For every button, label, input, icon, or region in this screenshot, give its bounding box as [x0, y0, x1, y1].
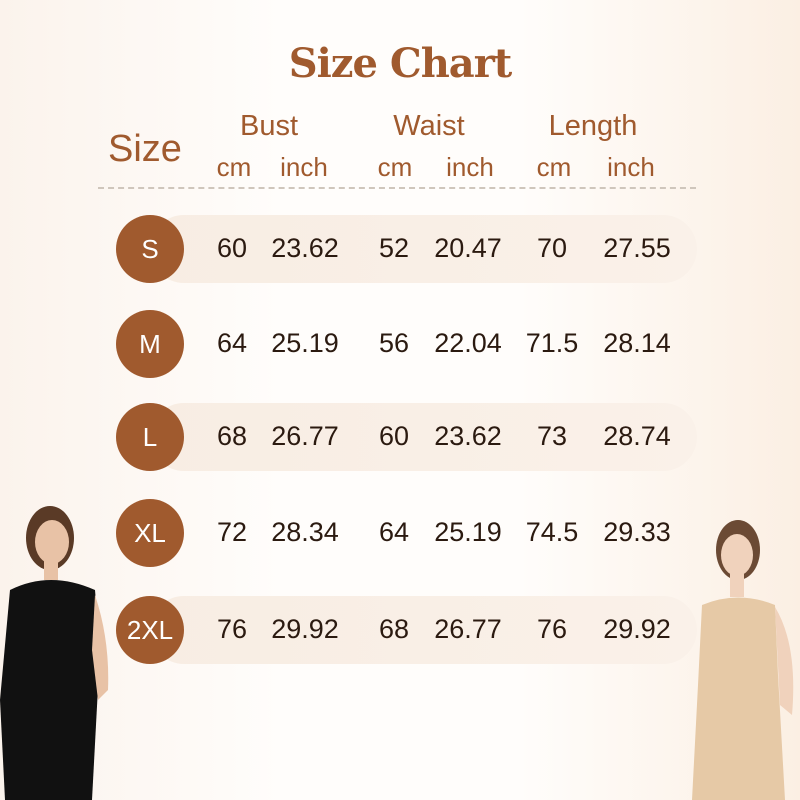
measurement-cell: 28.74 [603, 421, 671, 451]
measurement-cell: 25.19 [271, 328, 339, 358]
row-highlight [150, 403, 697, 471]
measurement-cell: 27.55 [603, 233, 671, 263]
measurement-cell: 28.14 [603, 328, 671, 358]
measurement-cell: 29.33 [603, 517, 671, 547]
row-highlight [150, 596, 697, 664]
measurement-cell: 76 [536, 614, 568, 644]
measurement-cell: 29.92 [603, 614, 671, 644]
header-divider [98, 187, 696, 189]
row-highlight [150, 215, 697, 283]
measurement-cell: 23.62 [271, 233, 339, 263]
page-title: Size Chart [288, 40, 513, 87]
size-badge: M [116, 310, 184, 378]
measurement-cell: 76 [216, 614, 248, 644]
measurement-cell: 28.34 [271, 517, 339, 547]
measurement-cell: 70 [536, 233, 568, 263]
measurement-cell: 64 [216, 328, 248, 358]
size-badge: 2XL [116, 596, 184, 664]
size-badge: XL [116, 499, 184, 567]
unit-header: inch [446, 152, 494, 182]
unit-header: cm [377, 152, 413, 182]
measurement-cell: 60 [378, 421, 410, 451]
measurement-cell: 25.19 [434, 517, 502, 547]
measurement-cell: 22.04 [434, 328, 502, 358]
measurement-cell: 68 [216, 421, 248, 451]
model-nude-bodysuit-image [692, 520, 794, 800]
unit-header: cm [536, 152, 572, 182]
size-header: Size [108, 128, 182, 170]
measurement-cell: 26.77 [271, 421, 339, 451]
measurement-cell: 20.47 [434, 233, 502, 263]
measurement-cell: 60 [216, 233, 248, 263]
length-header: Length [548, 110, 638, 142]
unit-header: cm [216, 152, 252, 182]
measurement-cell: 68 [378, 614, 410, 644]
unit-header: inch [280, 152, 328, 182]
measurement-cell: 56 [378, 328, 410, 358]
measurement-cell: 64 [378, 517, 410, 547]
size-row: L 68 26.77 60 23.62 73 28.74 [0, 403, 800, 471]
measurement-cell: 52 [378, 233, 410, 263]
size-row: M 64 25.19 56 22.04 71.5 28.14 [0, 310, 800, 378]
unit-header: inch [607, 152, 655, 182]
size-row: S 60 23.62 52 20.47 70 27.55 [0, 215, 800, 283]
size-row: 2XL 76 29.92 68 26.77 76 29.92 [0, 596, 800, 664]
measurement-cell: 71.5 [525, 328, 579, 358]
model-black-bodysuit-image [0, 506, 109, 800]
bust-header: Bust [239, 110, 299, 142]
measurement-cell: 73 [536, 421, 568, 451]
measurement-cell: 29.92 [271, 614, 339, 644]
measurement-cell: 72 [216, 517, 248, 547]
measurement-cell: 23.62 [434, 421, 502, 451]
size-badge: L [116, 403, 184, 471]
size-badge: S [116, 215, 184, 283]
measurement-cell: 74.5 [525, 517, 579, 547]
size-row: XL 72 28.34 64 25.19 74.5 29.33 [0, 499, 800, 567]
measurement-cell: 26.77 [434, 614, 502, 644]
waist-header: Waist [393, 110, 465, 142]
